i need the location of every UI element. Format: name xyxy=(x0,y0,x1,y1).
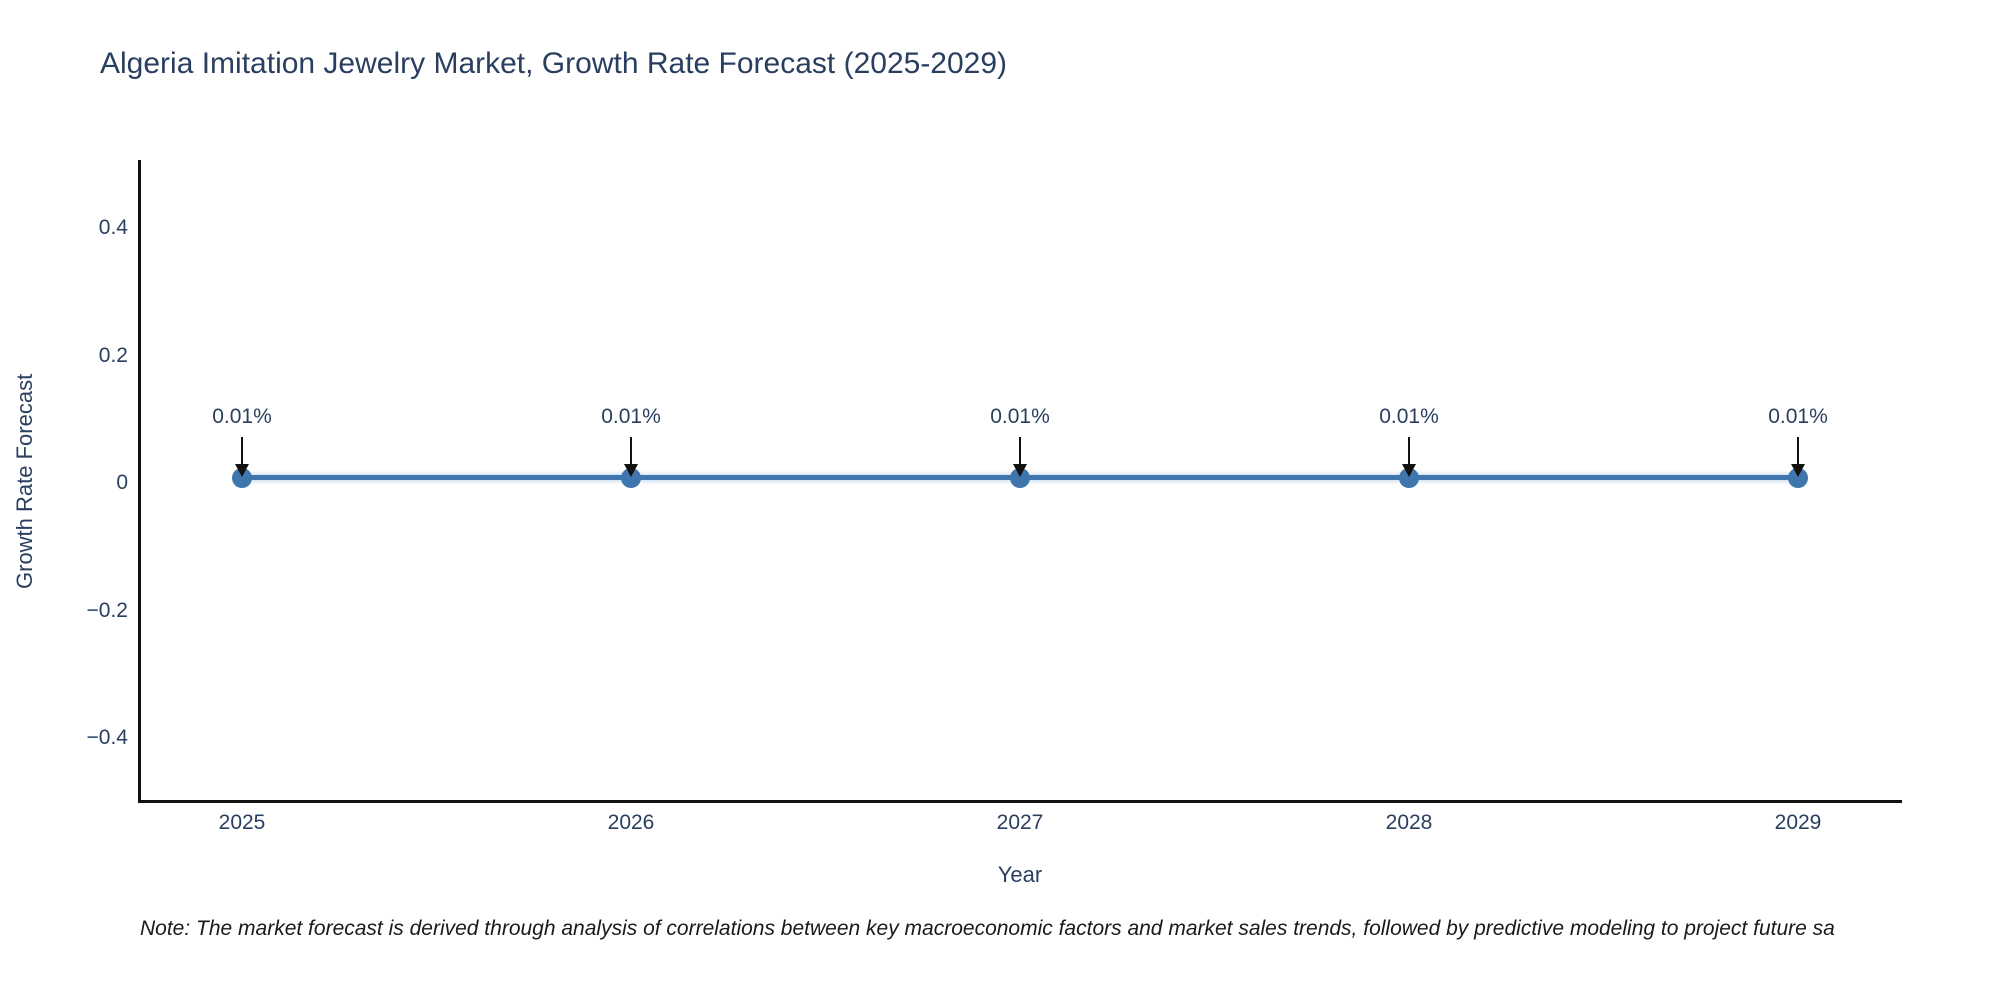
annotation-label: 0.01% xyxy=(990,405,1050,428)
annotation-label: 0.01% xyxy=(212,405,272,428)
y-axis-line xyxy=(138,160,141,803)
x-axis-title: Year xyxy=(997,862,1043,887)
annotation-arrow-line xyxy=(241,437,243,465)
annotation-arrow-line xyxy=(1797,437,1799,465)
y-tick-label: −0.2 xyxy=(86,599,128,622)
annotation-arrowhead xyxy=(235,464,249,477)
annotation-label: 0.01% xyxy=(1379,405,1439,428)
annotation-arrow-line xyxy=(1019,437,1021,465)
annotation-arrowhead xyxy=(1013,464,1027,477)
x-tick-label: 2026 xyxy=(607,811,655,834)
annotation-arrow-line xyxy=(1408,437,1410,465)
footnote: Note: The market forecast is derived thr… xyxy=(140,917,1835,940)
annotation-label: 0.01% xyxy=(1768,405,1828,428)
y-tick-label: 0.4 xyxy=(98,216,128,239)
x-tick-label: 2025 xyxy=(218,811,266,834)
annotation-arrowhead xyxy=(1402,464,1416,477)
x-axis-line xyxy=(138,800,1902,803)
annotation-label: 0.01% xyxy=(601,405,661,428)
x-tick-label: 2027 xyxy=(996,811,1044,834)
y-axis-title: Growth Rate Forecast xyxy=(12,373,37,590)
x-tick-label: 2029 xyxy=(1774,811,1822,834)
annotation-arrow-line xyxy=(630,437,632,465)
annotation-arrowhead xyxy=(1791,464,1805,477)
y-tick-label: 0.2 xyxy=(98,344,128,367)
y-tick-label: 0 xyxy=(116,471,128,494)
y-tick-label: −0.4 xyxy=(86,726,128,749)
chart-title: Algeria Imitation Jewelry Market, Growth… xyxy=(100,47,1008,80)
annotation-arrowhead xyxy=(624,464,638,477)
x-tick-label: 2028 xyxy=(1385,811,1433,834)
